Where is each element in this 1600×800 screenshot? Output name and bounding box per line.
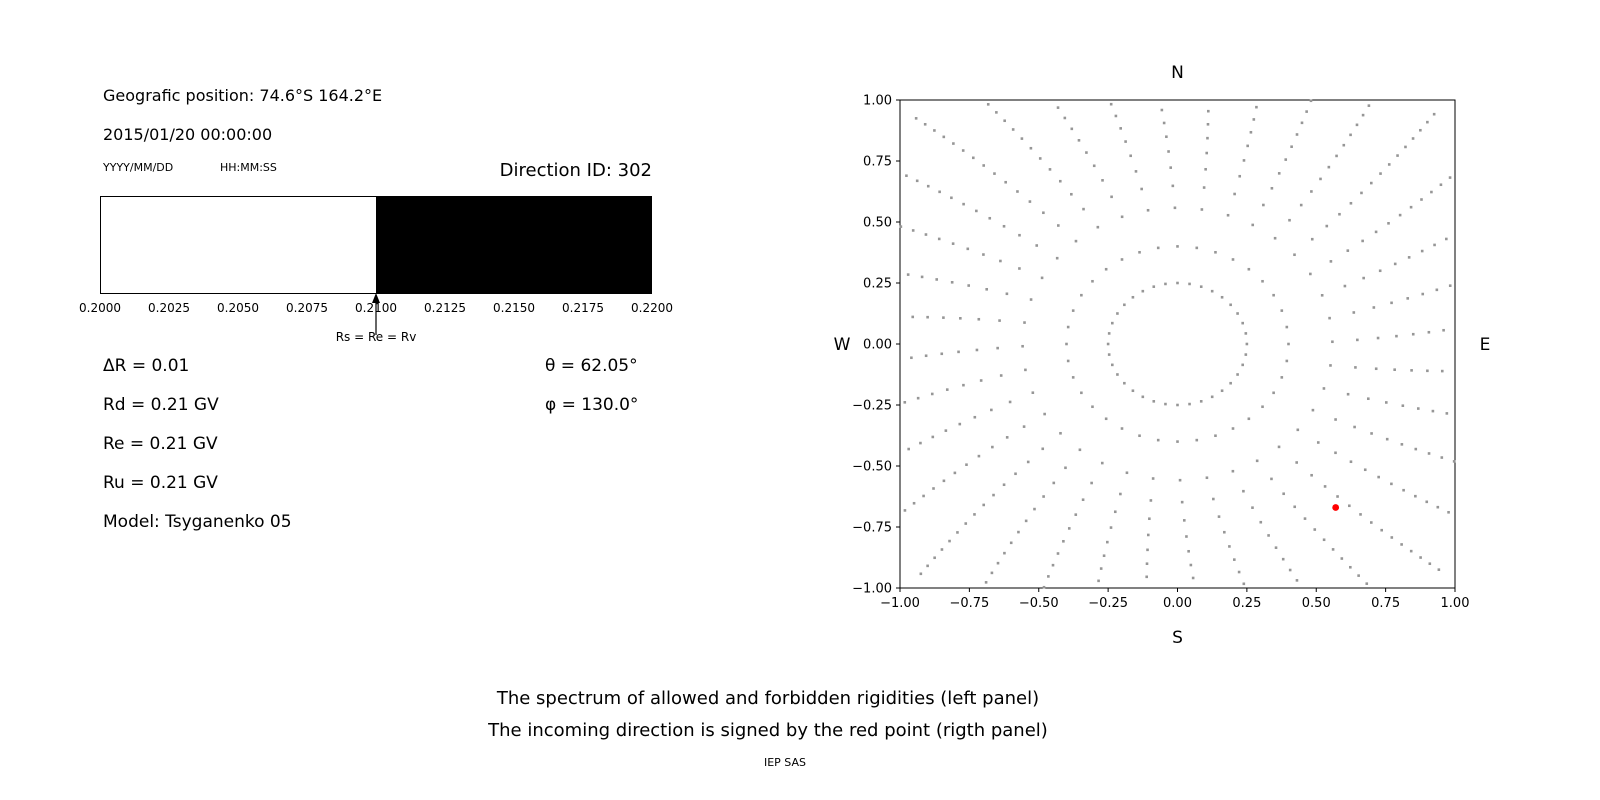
svg-text:0.75: 0.75 <box>1371 596 1400 611</box>
spectrum-tick-label: 0.2025 <box>148 301 190 315</box>
spectrum-tick-label: 0.2125 <box>424 301 466 315</box>
axis-ticks: 1.00 0.75 0.50 0.25 0.00 −0.25 −0.50 −0.75 −1.00… <box>852 94 1469 612</box>
theta-text: θ = 62.05° <box>545 356 638 376</box>
plot-border <box>899 99 1456 589</box>
spectrum-x-ticks: 0.2000 0.2025 0.2050 0.2075 0.2100 0.2125 0.21… <box>79 301 673 317</box>
ru-text: Ru = 0.21 GV <box>103 473 218 493</box>
rigidity-spectrum-bar <box>100 196 652 294</box>
svg-text:W: W <box>834 335 851 355</box>
asymptotic-direction-plot: 1.00 0.75 0.50 0.25 0.00 −0.25 −0.50 −0.75 −1.00… <box>834 63 1491 648</box>
svg-text:−1.00: −1.00 <box>852 582 892 597</box>
spectrum-tick-label: 0.2150 <box>493 301 535 315</box>
spectrum-tick-label: 0.2075 <box>286 301 328 315</box>
spectrum-tick-label: 0.2200 <box>631 301 673 315</box>
svg-text:0.00: 0.00 <box>1163 596 1192 611</box>
svg-text:0.50: 0.50 <box>1302 596 1331 611</box>
cutoff-arrow-icon <box>372 293 380 335</box>
svg-text:−1.00: −1.00 <box>880 596 920 611</box>
svg-text:0.25: 0.25 <box>1232 596 1261 611</box>
caption-line-2: The incoming direction is signed by the … <box>488 720 1048 741</box>
geographic-position-text: Geografic position: 74.6°S 164.2°E <box>103 86 383 105</box>
svg-text:−0.75: −0.75 <box>852 521 892 536</box>
svg-text:0.50: 0.50 <box>863 216 892 231</box>
rd-text: Rd = 0.21 GV <box>103 395 219 415</box>
svg-text:−0.25: −0.25 <box>852 399 892 414</box>
svg-text:−0.25: −0.25 <box>1088 596 1128 611</box>
svg-text:E: E <box>1480 335 1491 355</box>
compass-labels: N S W E <box>834 63 1491 648</box>
svg-text:N: N <box>1171 63 1184 83</box>
credit-text: IEP SAS <box>763 756 807 769</box>
spectrum-tick-label: 0.2050 <box>217 301 259 315</box>
svg-text:0.25: 0.25 <box>863 277 892 292</box>
svg-text:−0.75: −0.75 <box>949 596 989 611</box>
re-text: Re = 0.21 GV <box>103 434 218 454</box>
svg-text:0.75: 0.75 <box>863 155 892 170</box>
forbidden-region <box>376 197 651 293</box>
phi-text: φ = 130.0° <box>545 395 639 415</box>
svg-text:−0.50: −0.50 <box>1019 596 1059 611</box>
model-text: Model: Tsyganenko 05 <box>103 512 292 532</box>
svg-text:S: S <box>1172 628 1183 648</box>
time-format-label: HH:MM:SS <box>220 161 277 174</box>
delta-r-text: ΔR = 0.01 <box>103 356 190 376</box>
svg-text:1.00: 1.00 <box>1441 596 1470 611</box>
svg-text:0.00: 0.00 <box>863 338 892 353</box>
cutoff-arrow-label: Rs = Re = Rv <box>335 330 417 344</box>
direction-id-text: Direction ID: 302 <box>499 160 652 181</box>
spectrum-tick-label: 0.2175 <box>562 301 604 315</box>
svg-text:1.00: 1.00 <box>863 94 892 109</box>
incoming-direction-point <box>1332 504 1340 511</box>
date-format-label: YYYY/MM/DD <box>103 161 174 174</box>
svg-text:−0.50: −0.50 <box>852 460 892 475</box>
spectrum-tick-label: 0.2000 <box>79 301 121 315</box>
datetime-text: 2015/01/20 00:00:00 <box>103 125 273 144</box>
caption-line-1: The spectrum of allowed and forbidden ri… <box>496 688 1040 709</box>
asymptotic-direction-dots <box>899 99 1456 589</box>
